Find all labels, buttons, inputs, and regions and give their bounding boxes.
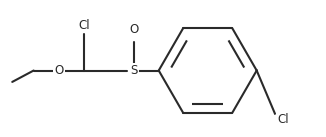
- Text: Cl: Cl: [78, 19, 90, 32]
- Text: O: O: [54, 64, 64, 77]
- Text: S: S: [130, 64, 137, 77]
- Text: O: O: [129, 23, 138, 36]
- Text: Cl: Cl: [277, 113, 289, 126]
